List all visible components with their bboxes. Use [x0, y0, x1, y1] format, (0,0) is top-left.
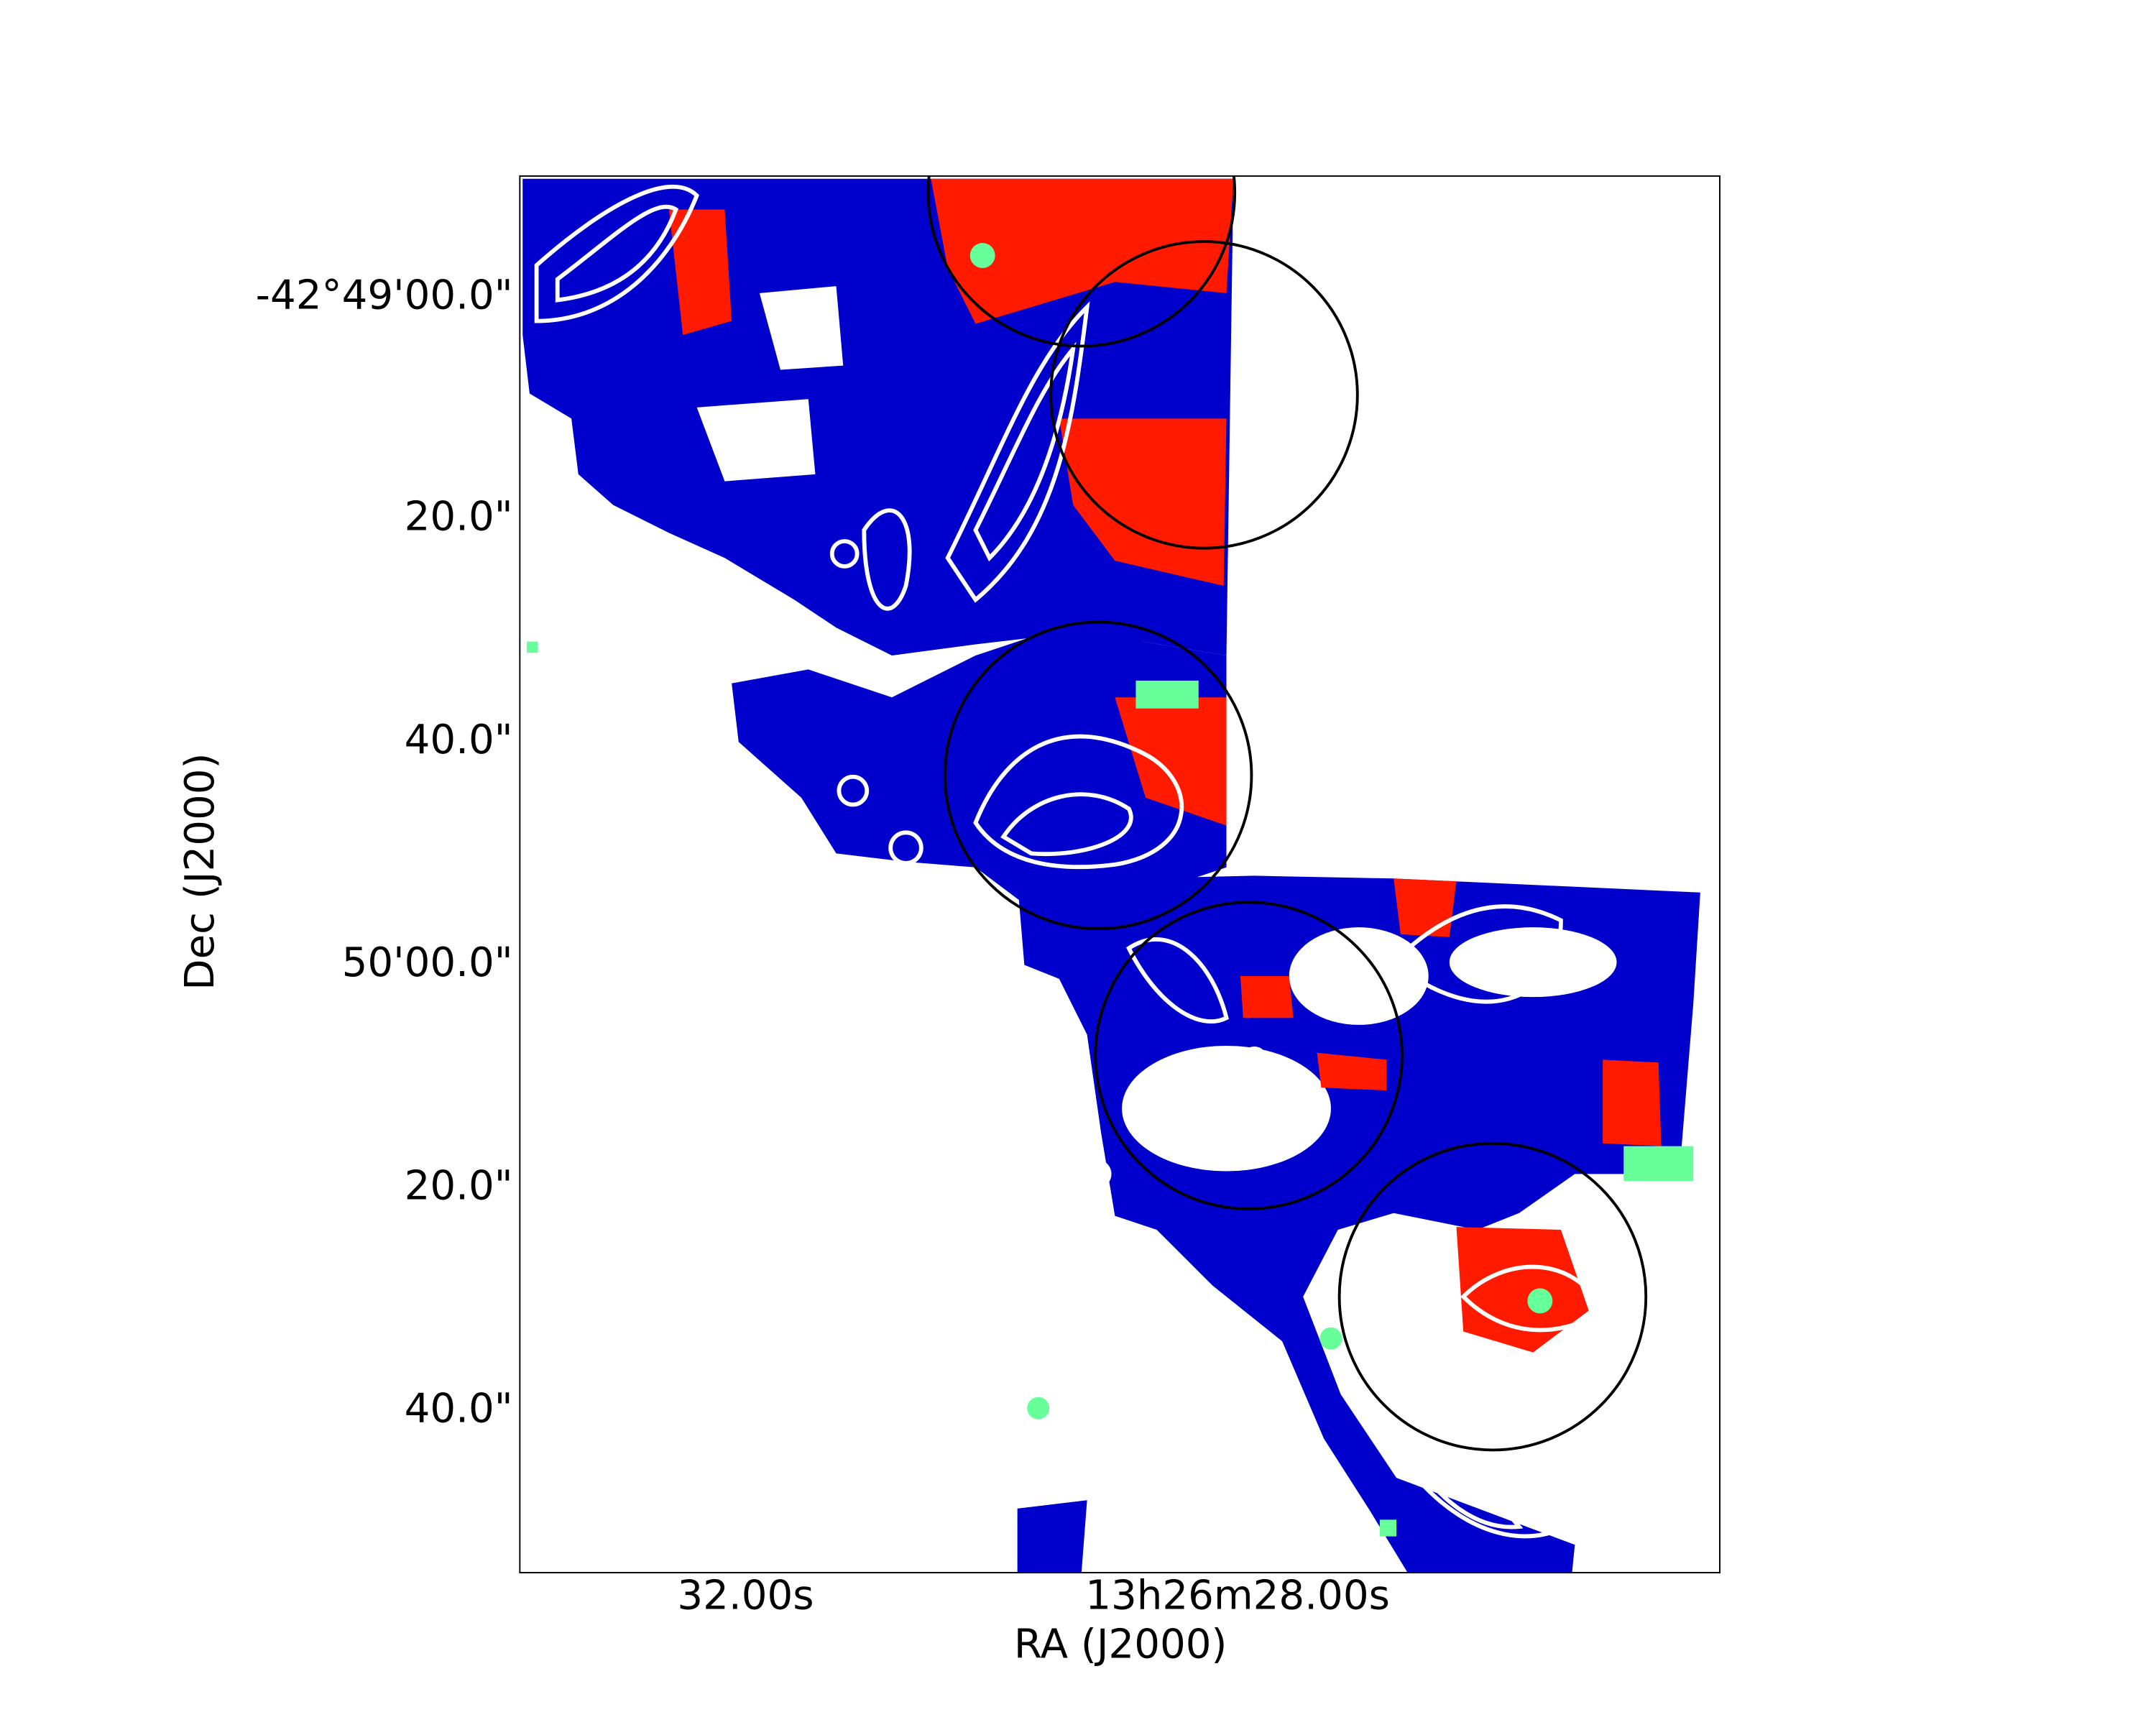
blank-regions — [696, 286, 1617, 1172]
sky-map — [522, 175, 1700, 1573]
y-tick-label: -42°49'00.0" — [256, 272, 513, 318]
y-tick-label: 40.0" — [405, 717, 513, 763]
x-tick-label: 13h26m28.00s — [1085, 1573, 1390, 1619]
y-tick-label: 20.0" — [405, 1162, 513, 1209]
contours — [534, 184, 1606, 1539]
green-patches — [527, 243, 1694, 1537]
y-axis-label: Dec (J2000) — [177, 753, 224, 990]
red-regions — [668, 178, 1662, 1353]
x-tick-label: 32.00s — [677, 1573, 814, 1619]
y-tick-label: 20.0" — [405, 494, 513, 540]
y-tick-label: 50'00.0" — [342, 939, 513, 986]
y-tick-label: 40.0" — [405, 1386, 513, 1432]
region-circles — [926, 175, 1648, 1452]
plot-frame — [519, 175, 1720, 1574]
x-axis-label: RA (J2000) — [1014, 1621, 1227, 1668]
